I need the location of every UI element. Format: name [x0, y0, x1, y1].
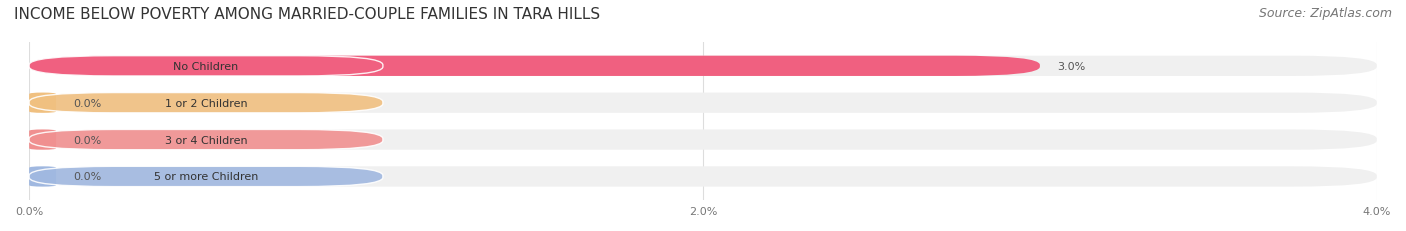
FancyBboxPatch shape — [30, 130, 1376, 150]
FancyBboxPatch shape — [30, 56, 1040, 77]
Text: 3 or 4 Children: 3 or 4 Children — [165, 135, 247, 145]
Text: INCOME BELOW POVERTY AMONG MARRIED-COUPLE FAMILIES IN TARA HILLS: INCOME BELOW POVERTY AMONG MARRIED-COUPL… — [14, 7, 600, 22]
FancyBboxPatch shape — [30, 130, 382, 150]
Text: 0.0%: 0.0% — [73, 135, 101, 145]
FancyBboxPatch shape — [30, 93, 382, 113]
FancyBboxPatch shape — [30, 130, 56, 150]
Text: 5 or more Children: 5 or more Children — [153, 172, 259, 182]
FancyBboxPatch shape — [30, 167, 56, 187]
FancyBboxPatch shape — [30, 167, 382, 187]
Text: Source: ZipAtlas.com: Source: ZipAtlas.com — [1258, 7, 1392, 20]
FancyBboxPatch shape — [30, 167, 1376, 187]
Text: 1 or 2 Children: 1 or 2 Children — [165, 98, 247, 108]
Text: No Children: No Children — [173, 61, 239, 72]
FancyBboxPatch shape — [30, 56, 382, 77]
FancyBboxPatch shape — [30, 93, 1376, 113]
Text: 0.0%: 0.0% — [73, 172, 101, 182]
Text: 0.0%: 0.0% — [73, 98, 101, 108]
FancyBboxPatch shape — [30, 56, 1376, 77]
FancyBboxPatch shape — [30, 93, 56, 113]
Text: 3.0%: 3.0% — [1057, 61, 1085, 72]
